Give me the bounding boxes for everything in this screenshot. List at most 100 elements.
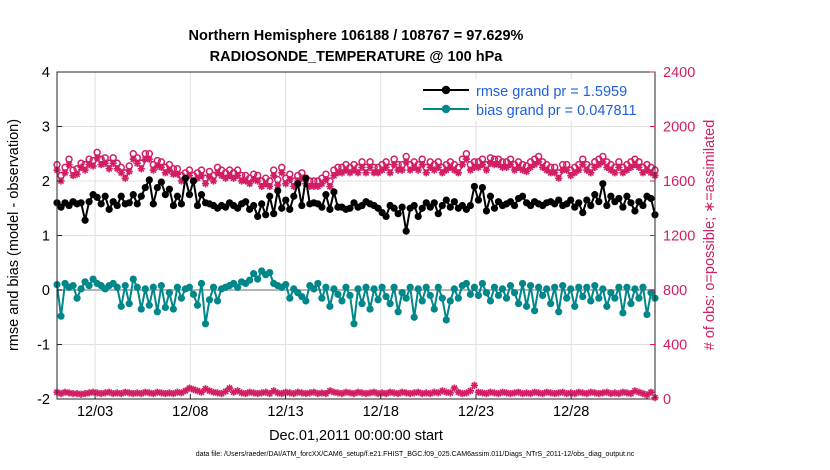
bias-point [522, 302, 531, 310]
assimilated-point [266, 182, 274, 191]
rmse-point [434, 210, 442, 218]
assimilated-point [551, 169, 559, 177]
x-tick-label: 12/08 [172, 404, 208, 420]
assimilated-point [502, 163, 511, 171]
y-left-tick-label: 0 [42, 283, 50, 299]
assimilated-point [161, 169, 169, 177]
bias-point [430, 305, 438, 313]
rmse-point [113, 201, 121, 210]
rejected-point [354, 388, 362, 396]
assimilated-point [278, 169, 286, 177]
assimilated-point [342, 166, 350, 174]
assimilated-point [506, 161, 515, 169]
bias-point [266, 268, 274, 277]
bias-point [169, 305, 177, 313]
rejected-point [117, 389, 125, 398]
bias-point [502, 294, 511, 302]
bias-point [374, 296, 382, 304]
bias-point [647, 289, 655, 297]
assimilated-point [153, 162, 161, 170]
rejected-point [583, 389, 591, 398]
rejected-point [374, 389, 382, 398]
assimilated-point [438, 169, 446, 177]
legend-rmse-label: rmse grand pr = 1.5959 [476, 84, 627, 100]
rejected-point [310, 388, 318, 396]
assimilated-point [494, 161, 503, 169]
bias-point [57, 312, 65, 320]
bias-point [474, 291, 483, 300]
rmse-point [85, 198, 93, 206]
bias-point [623, 283, 631, 291]
rejected-point [370, 388, 378, 396]
assimilated-point [81, 166, 89, 174]
assimilated-point [482, 166, 491, 174]
assimilated-point [543, 166, 551, 174]
bias-point [173, 283, 182, 291]
bias-point [193, 301, 202, 309]
rejected-point [306, 389, 314, 397]
rejected-point [382, 389, 390, 398]
rejected-point [246, 388, 254, 396]
assimilated-point [77, 163, 85, 171]
assimilated-point [298, 174, 306, 182]
rejected-point [153, 388, 161, 396]
assimilated-point [318, 180, 326, 188]
bias-point [370, 285, 378, 293]
bias-point [302, 297, 310, 305]
y-right-tick-label: 1600 [663, 174, 695, 190]
rmse-point [129, 191, 137, 199]
assimilated-point [382, 163, 390, 171]
bias-point [571, 302, 579, 310]
assimilated-point [631, 161, 639, 169]
rejected-point [169, 389, 177, 398]
rmse-point [627, 199, 635, 207]
rejected-point [145, 389, 153, 397]
assimilated-point [173, 170, 182, 178]
rejected-point [438, 387, 446, 395]
rejected-point [125, 389, 133, 397]
bias-point [615, 283, 623, 291]
rejected-point [518, 389, 527, 398]
rejected-point [157, 389, 165, 397]
bias-point [165, 289, 173, 297]
rmse-point [177, 200, 186, 208]
rejected-point [250, 389, 258, 397]
rejected-point [266, 389, 274, 398]
bias-point [326, 302, 334, 310]
bias-point [422, 283, 430, 291]
bias-point [213, 297, 222, 305]
rejected-point [181, 387, 190, 395]
bias-point [358, 300, 366, 308]
rejected-point [506, 389, 515, 398]
rmse-point [482, 207, 491, 215]
rejected-point [105, 388, 113, 396]
assimilated-point [490, 161, 499, 169]
rmse-point [466, 201, 474, 210]
bias-point [434, 283, 442, 291]
rmse-point [607, 192, 615, 200]
bias-point [591, 282, 599, 290]
bias-point [125, 300, 133, 308]
chart-subtitle: RADIOSONDE_TEMPERATURE @ 100 hPa [210, 49, 504, 65]
rejected-point [402, 389, 410, 397]
rmse-point [141, 183, 149, 192]
rmse-point [631, 207, 639, 215]
rejected-point [133, 389, 141, 397]
bias-point [141, 285, 149, 293]
rejected-point [410, 389, 418, 397]
bias-point [530, 307, 539, 315]
rmse-point [173, 192, 182, 200]
bias-point [482, 289, 491, 297]
assimilated-point [282, 180, 290, 188]
rejected-point [161, 389, 169, 398]
assimilated-point [242, 177, 250, 185]
bias-point [209, 283, 218, 291]
assimilated-point [169, 170, 177, 178]
bias-point [145, 301, 153, 309]
y-right-tick-label: 0 [663, 392, 671, 408]
bias-point [77, 285, 85, 293]
rmse-point [555, 196, 563, 204]
rejected-point [302, 389, 310, 398]
bias-point [446, 297, 454, 305]
